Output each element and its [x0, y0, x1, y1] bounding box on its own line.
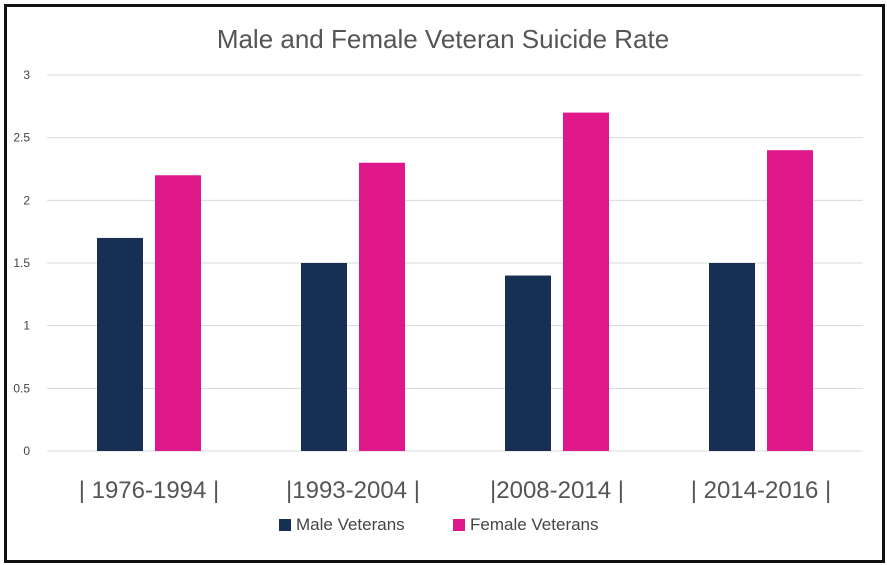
y-tick-label: 1.5 — [13, 256, 30, 270]
bar-male-veterans — [97, 237, 143, 451]
bar-female-veterans — [767, 150, 813, 451]
bar-male-veterans — [505, 275, 551, 451]
y-tick-label: 0 — [23, 444, 30, 458]
x-tick-label: |2008-2014 | — [490, 477, 624, 504]
y-tick-label: 2.5 — [13, 131, 30, 145]
y-tick-label: 3 — [23, 68, 30, 82]
bar-male-veterans — [301, 263, 347, 451]
bars — [97, 112, 813, 451]
chart-title: Male and Female Veteran Suicide Rate — [217, 24, 669, 54]
x-tick-label: | 1976-1994 | — [79, 477, 220, 504]
legend-label: Female Veterans — [470, 515, 599, 534]
legend-swatch — [279, 519, 291, 531]
y-tick-label: 1 — [23, 319, 30, 333]
bar-female-veterans — [359, 162, 405, 451]
legend-swatch — [453, 519, 465, 531]
y-tick-label: 2 — [23, 193, 30, 207]
y-tick-label: 0.5 — [13, 381, 30, 395]
y-axis-ticks: 0 0.5 1 1.5 2 2.5 3 — [13, 68, 30, 458]
x-tick-label: | 2014-2016 | — [691, 477, 832, 504]
bar-female-veterans — [563, 112, 609, 451]
legend-label: Male Veterans — [296, 515, 405, 534]
x-axis-ticks: | 1976-1994 | |1993-2004 | |2008-2014 | | 2… — [79, 477, 832, 504]
x-tick-label: |1993-2004 | — [286, 477, 420, 504]
legend: Male Veterans Female Veterans — [279, 515, 599, 534]
bar-female-veterans — [155, 175, 201, 451]
bar-male-veterans — [709, 263, 755, 451]
